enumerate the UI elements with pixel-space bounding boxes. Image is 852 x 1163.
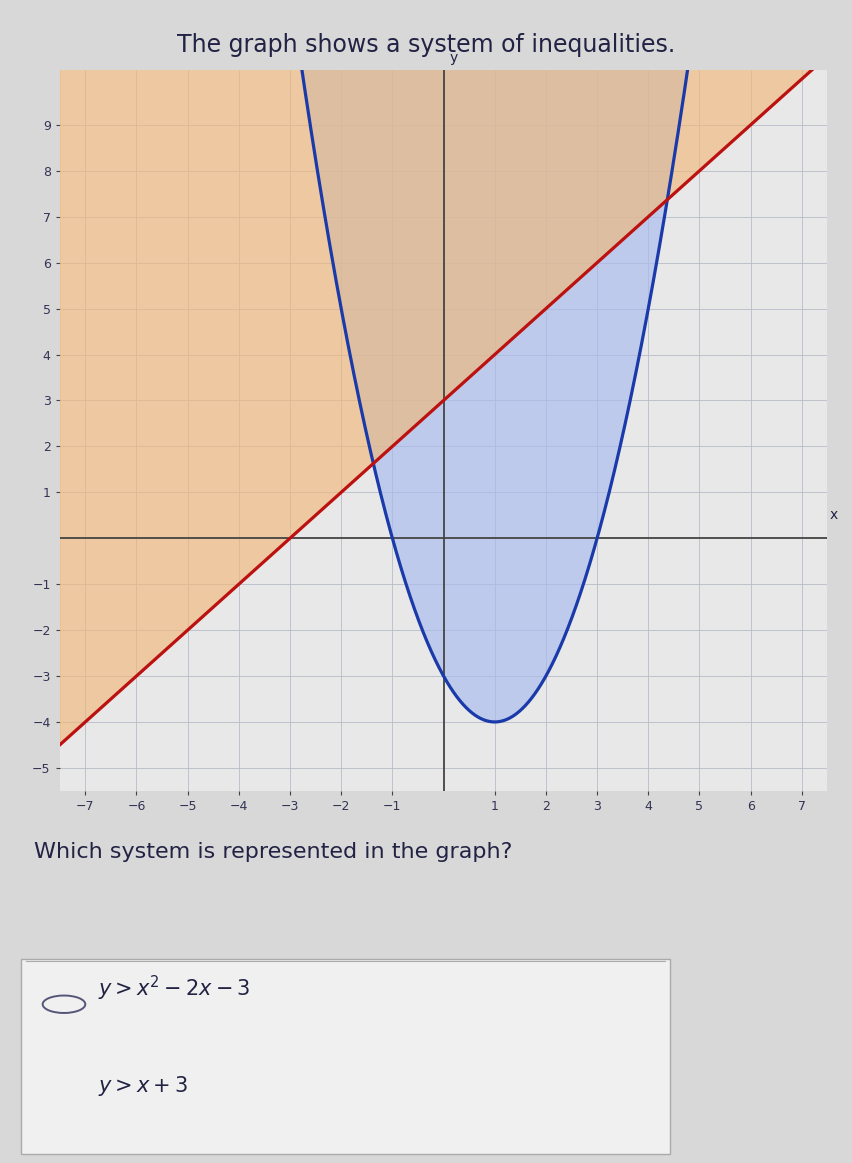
Text: $y > x+3$: $y > x+3$ bbox=[98, 1075, 188, 1098]
Text: x: x bbox=[829, 508, 838, 522]
Text: $y > x^2-2x-3$: $y > x^2-2x-3$ bbox=[98, 973, 250, 1004]
FancyBboxPatch shape bbox=[21, 958, 669, 1154]
Text: y: y bbox=[449, 51, 458, 65]
Text: The graph shows a system of inequalities.: The graph shows a system of inequalities… bbox=[177, 33, 675, 57]
Text: Which system is represented in the graph?: Which system is represented in the graph… bbox=[34, 842, 512, 862]
